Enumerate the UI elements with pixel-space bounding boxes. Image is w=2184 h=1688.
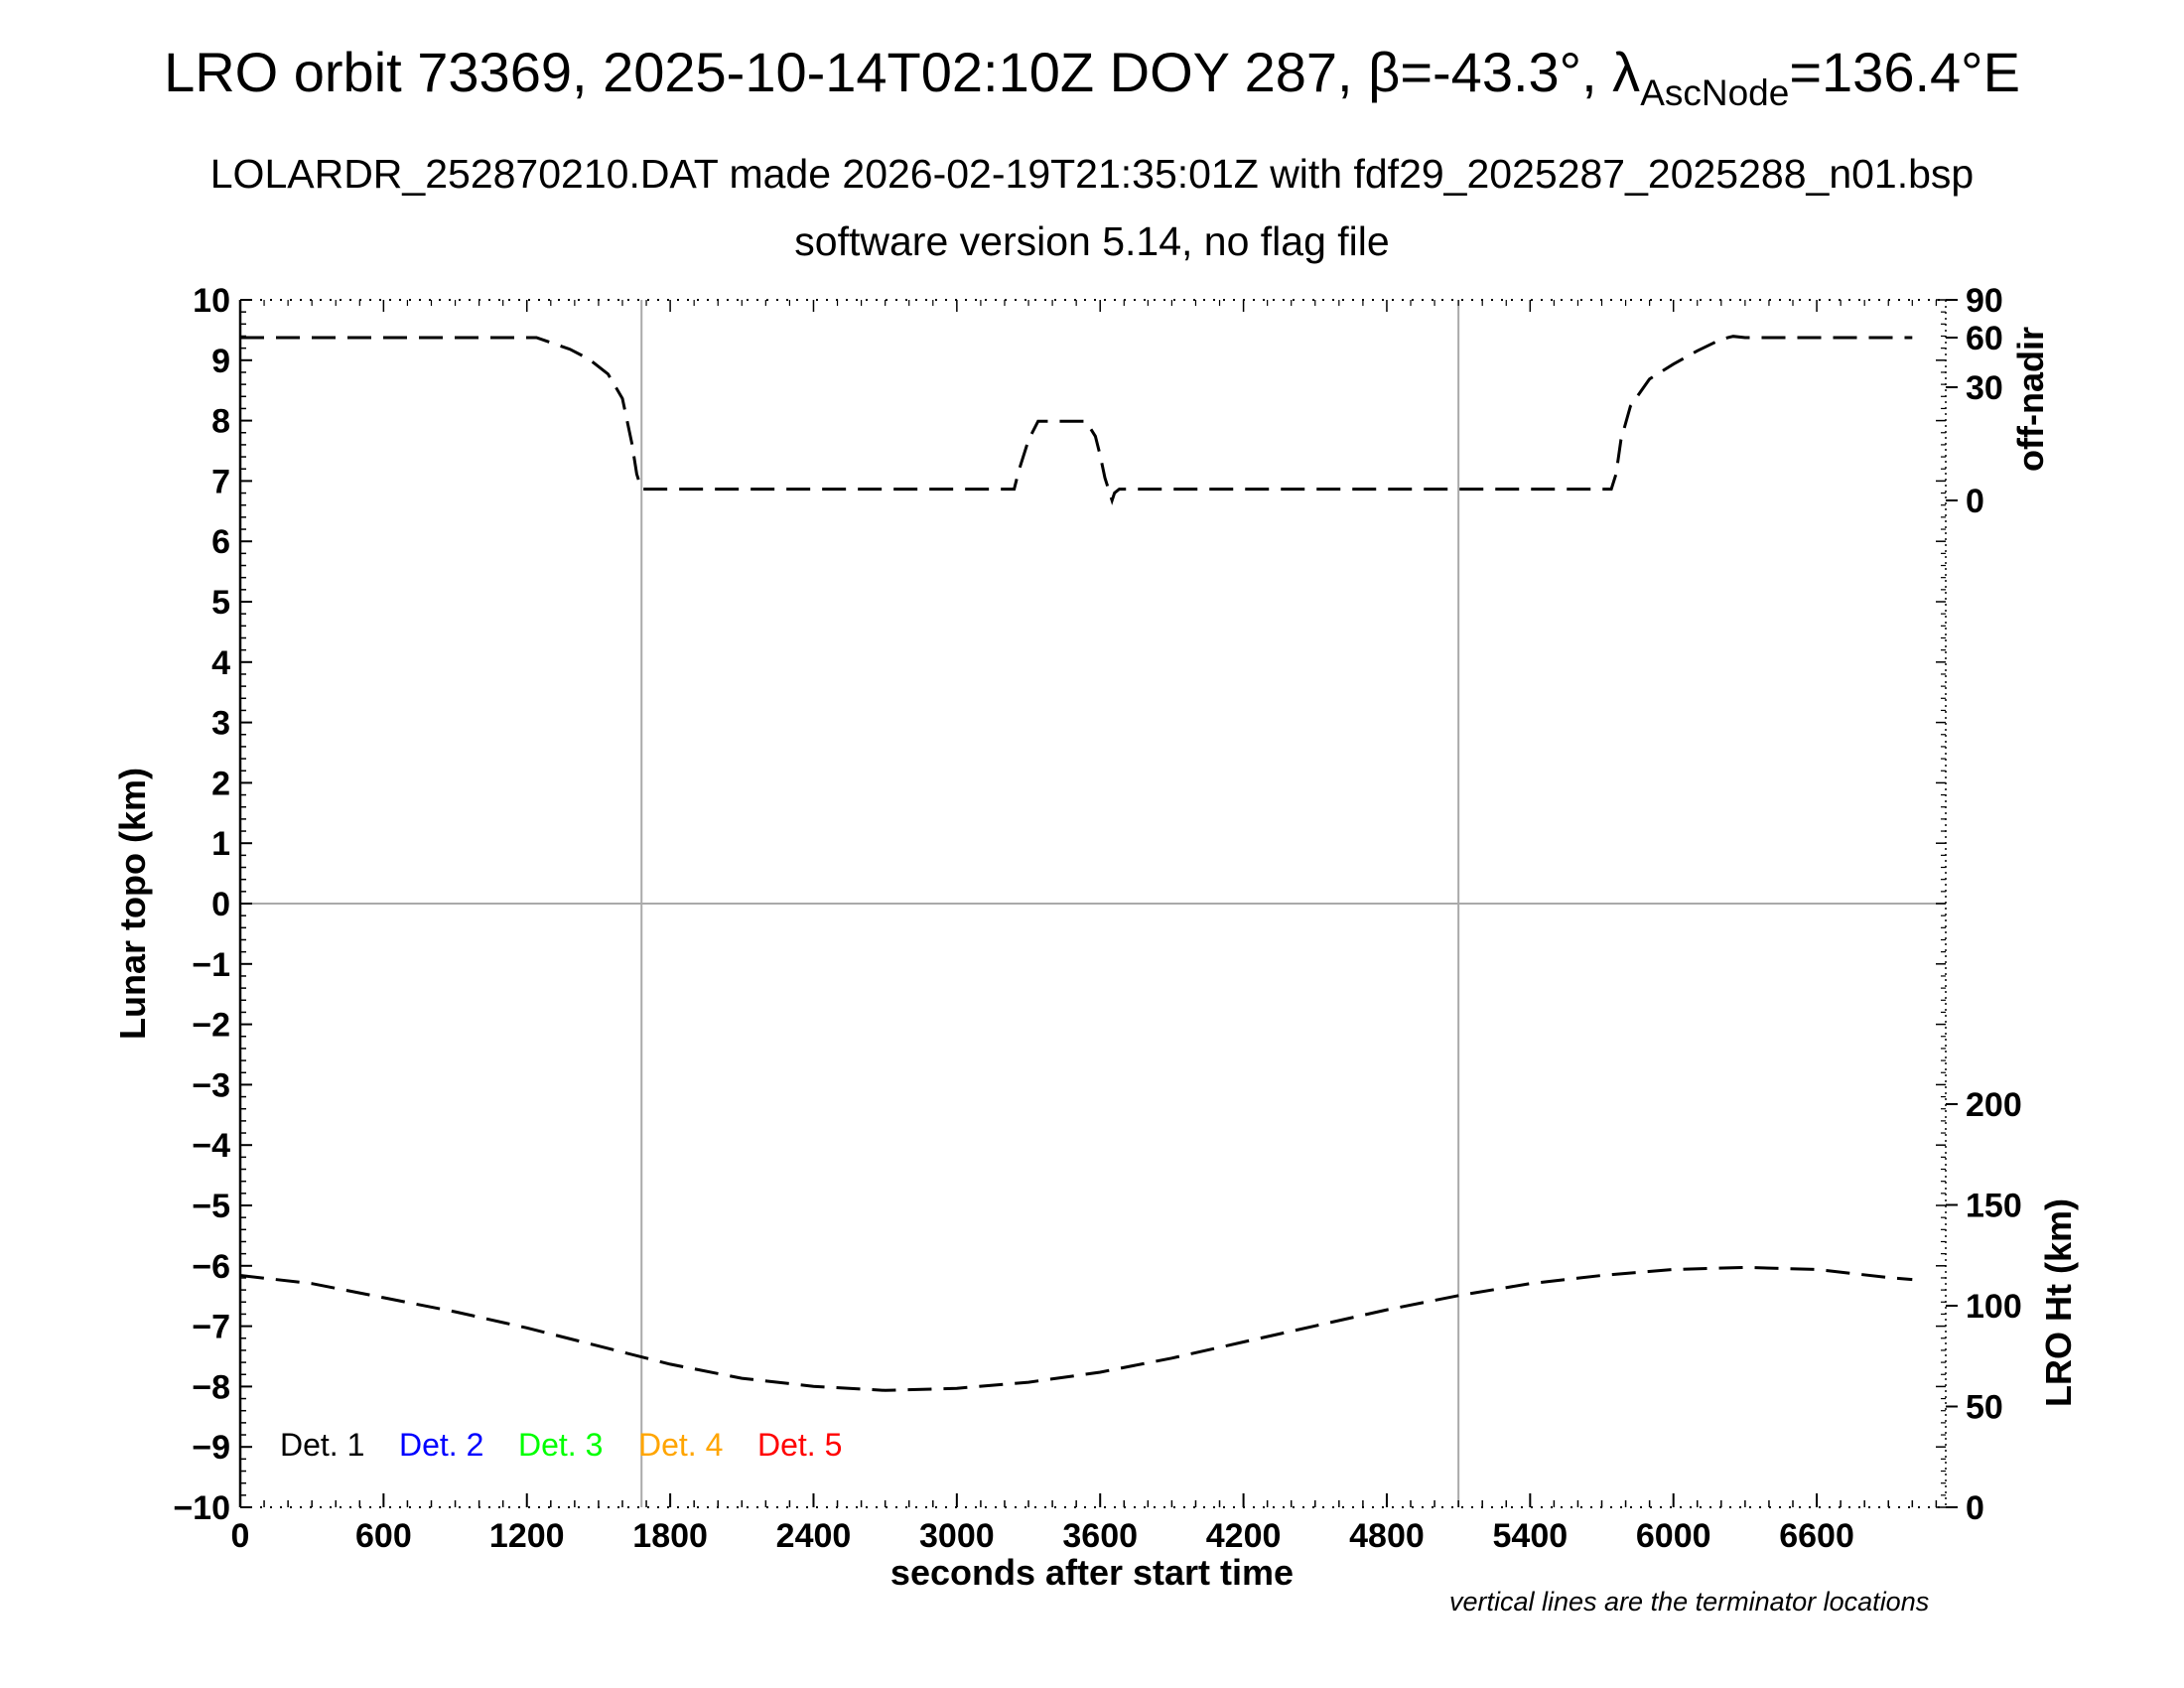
offnadir-tick-label: 0 xyxy=(1966,483,1984,520)
x-tick-label: 4800 xyxy=(1349,1517,1425,1555)
y-tick-label: 4 xyxy=(211,644,230,682)
x-tick-label: 1200 xyxy=(489,1517,565,1555)
grid-lines xyxy=(240,300,1946,1507)
offnadir-axis-title: off-nadir xyxy=(2010,327,2051,472)
chart-subtitle: LOLARDR_252870210.DAT made 2026-02-19T21… xyxy=(209,151,1975,197)
y-tick-label: −3 xyxy=(192,1066,230,1104)
series-layer xyxy=(239,335,1913,1392)
x-tick-label: 1800 xyxy=(632,1517,708,1555)
y-tick-label: 10 xyxy=(193,282,230,320)
legend-entry-det1: Det. 1 xyxy=(280,1427,364,1463)
height-tick-label: 150 xyxy=(1966,1188,2022,1225)
x-tick-label: 3600 xyxy=(1062,1517,1138,1555)
height-tick-label: 50 xyxy=(1966,1389,2003,1427)
legend-entry-det2: Det. 2 xyxy=(399,1427,483,1463)
y-tick-label: 2 xyxy=(211,765,230,802)
height-axis-title: LRO Ht (km) xyxy=(2038,1198,2079,1407)
x-tick-label: 600 xyxy=(355,1517,412,1555)
x-tick-label: 2400 xyxy=(776,1517,852,1555)
terminator-footnote: vertical lines are the terminator locati… xyxy=(1449,1587,1930,1617)
x-tick-label: 3000 xyxy=(919,1517,995,1555)
x-tick-label: 6600 xyxy=(1779,1517,1854,1555)
lro-height-series-line xyxy=(239,1265,1913,1392)
y-tick-label: 3 xyxy=(211,705,230,743)
y-tick-label: −9 xyxy=(192,1429,230,1467)
offnadir-tick-label: 60 xyxy=(1966,320,2003,357)
software-version: software version 5.14, no flag file xyxy=(794,218,1390,264)
offnadir-tick-label: 30 xyxy=(1966,369,2003,407)
x-axis-title: seconds after start time xyxy=(890,1552,1294,1593)
y-tick-label: 1 xyxy=(211,825,230,863)
y-tick-label: −10 xyxy=(173,1489,230,1527)
y-tick-label: −6 xyxy=(192,1248,230,1286)
offnadir-series-line xyxy=(240,335,1913,505)
y-tick-label: 5 xyxy=(211,584,230,622)
y-tick-label: −4 xyxy=(192,1127,230,1165)
height-tick-label: 100 xyxy=(1966,1288,2022,1326)
y-tick-label: −7 xyxy=(192,1309,230,1346)
height-tick-label: 200 xyxy=(1966,1086,2022,1124)
x-tick-label: 4200 xyxy=(1206,1517,1282,1555)
legend-entry-det3: Det. 3 xyxy=(518,1427,603,1463)
legend-entry-det5: Det. 5 xyxy=(757,1427,842,1463)
legend: Det. 1 Det. 2 Det. 3 Det. 4 Det. 5 xyxy=(280,1427,842,1463)
legend-entry-det4: Det. 4 xyxy=(638,1427,723,1463)
tick-marks xyxy=(239,299,1958,1508)
y-tick-label: 9 xyxy=(211,343,230,380)
y-axis-title: Lunar topo (km) xyxy=(112,768,153,1040)
y-tick-label: 7 xyxy=(211,463,230,500)
y-tick-label: −1 xyxy=(192,946,230,984)
y-tick-label: 8 xyxy=(211,403,230,441)
title-main: LRO orbit 73369, 2025-10-14T02:10Z DOY 2… xyxy=(164,41,1641,103)
x-tick-label: 5400 xyxy=(1493,1517,1569,1555)
y-tick-label: 6 xyxy=(211,523,230,561)
offnadir-tick-label: 90 xyxy=(1966,282,2003,320)
y-tick-label: −5 xyxy=(192,1188,230,1225)
height-tick-label: 0 xyxy=(1966,1489,1984,1527)
y-tick-label: 0 xyxy=(211,886,230,923)
title-subscript: AscNode xyxy=(1640,72,1790,113)
y-tick-label: −2 xyxy=(192,1007,230,1045)
chart-title: LRO orbit 73369, 2025-10-14T02:10Z DOY 2… xyxy=(0,38,2184,111)
title-tail: =136.4°E xyxy=(1789,41,2020,103)
y-tick-label: −8 xyxy=(192,1368,230,1406)
x-tick-label: 6000 xyxy=(1636,1517,1711,1555)
x-tick-label: 0 xyxy=(231,1517,250,1555)
